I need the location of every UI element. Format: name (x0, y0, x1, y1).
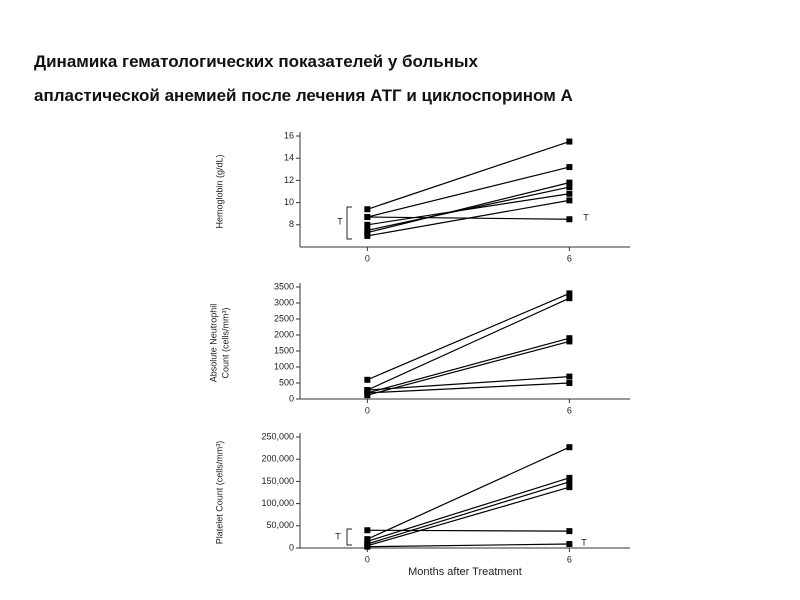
y-tick-label: 8 (289, 219, 294, 229)
slide-title: Динамика гематологических показателей у … (34, 52, 478, 71)
y-tick-label: 0 (289, 393, 294, 403)
y-tick-label: 12 (284, 175, 294, 185)
x-tick-label: 0 (365, 253, 370, 263)
slide-title: апластической анемией после лечения АТГ … (34, 86, 573, 105)
y-tick-label: 3000 (274, 297, 294, 307)
series-line (367, 292, 570, 381)
point-marker (364, 376, 371, 383)
y-tick-label: 16 (284, 130, 294, 140)
point-marker (566, 190, 573, 197)
series-line (367, 297, 570, 391)
y-tick-label: 1500 (274, 345, 294, 355)
point-marker (566, 197, 573, 204)
series-line (367, 140, 570, 210)
series-line (367, 529, 570, 532)
point-marker (566, 474, 573, 481)
series-line (367, 166, 570, 218)
y-tick-label: 0 (289, 542, 294, 552)
series-line (367, 182, 570, 234)
series-line (367, 486, 570, 547)
point-marker (364, 221, 371, 228)
annotation: T (337, 216, 343, 226)
y-tick-label: 500 (279, 377, 294, 387)
series-line (367, 216, 570, 220)
point-marker (566, 541, 573, 548)
series-line (367, 340, 570, 396)
point-marker (566, 373, 573, 380)
y-tick-label: 200,000 (261, 454, 294, 464)
point-marker (566, 179, 573, 186)
series-line (367, 481, 570, 545)
bracket (346, 206, 352, 240)
point-marker (566, 184, 573, 191)
series-line (367, 337, 570, 394)
annotation: T (581, 537, 587, 547)
point-marker (364, 389, 371, 396)
point-marker (364, 206, 371, 213)
point-marker (566, 295, 573, 302)
y-tick-label: 2500 (274, 313, 294, 323)
x-axis-label: Months after Treatment (408, 566, 522, 578)
bracket (346, 528, 352, 546)
y-tick-label: 3500 (274, 281, 294, 291)
series-line (367, 446, 570, 540)
x-tick-label: 6 (567, 405, 572, 415)
x-tick-label: 0 (365, 554, 370, 564)
point-marker (364, 543, 371, 550)
point-marker (566, 484, 573, 491)
series-line (367, 376, 570, 391)
x-tick-label: 6 (567, 253, 572, 263)
annotation: T (583, 212, 589, 222)
point-marker (566, 216, 573, 223)
y-tick-label: 2000 (274, 329, 294, 339)
series-line (367, 543, 570, 548)
series-line (367, 477, 570, 542)
y-axis-label: Hemoglobin (g/dL) (214, 154, 224, 228)
x-tick-label: 0 (365, 405, 370, 415)
point-marker (364, 214, 371, 221)
point-marker (566, 335, 573, 342)
x-tick-label: 6 (567, 554, 572, 564)
y-tick-label: 50,000 (266, 520, 294, 530)
y-axis-label: Platelet Count (cells/mm³) (214, 441, 224, 545)
point-marker (566, 164, 573, 171)
point-marker (364, 232, 371, 239)
point-marker (566, 138, 573, 145)
y-tick-label: 150,000 (261, 476, 294, 486)
point-marker (566, 380, 573, 386)
point-marker (566, 478, 573, 485)
y-tick-label: 10 (284, 197, 294, 207)
point-marker (566, 444, 573, 451)
y-axis-label: Count (cells/mm³) (220, 307, 230, 378)
y-tick-label: 100,000 (261, 498, 294, 508)
annotation: T (335, 531, 341, 541)
point-marker (364, 527, 371, 534)
series-line (367, 382, 570, 394)
y-tick-label: 1000 (274, 361, 294, 371)
y-tick-label: 14 (284, 153, 294, 163)
point-marker (364, 227, 371, 234)
y-tick-label: 250,000 (261, 431, 294, 441)
point-marker (566, 290, 573, 297)
point-marker (566, 338, 573, 345)
series-line (367, 193, 570, 226)
y-axis-label: Absolute Neutrophil (208, 304, 218, 383)
point-marker (566, 528, 573, 535)
